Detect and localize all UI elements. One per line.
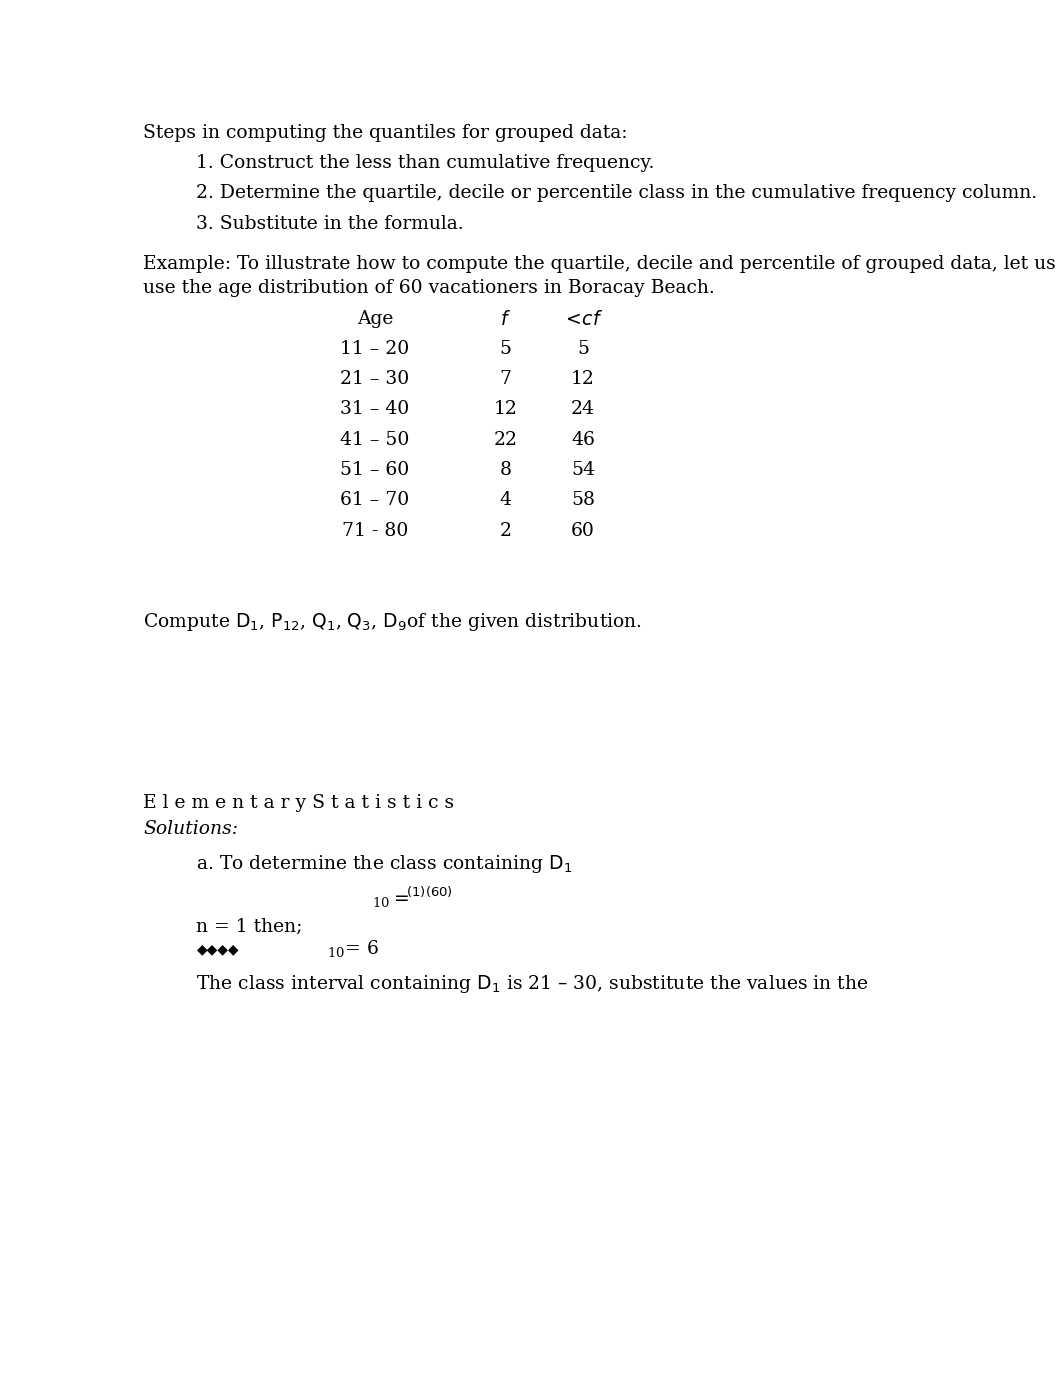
Text: 12: 12 xyxy=(494,400,517,418)
Text: 8: 8 xyxy=(499,461,512,479)
Text: 1. Construct the less than cumulative frequency.: 1. Construct the less than cumulative fr… xyxy=(196,154,655,172)
Text: 22: 22 xyxy=(494,431,517,449)
Text: ◆◆◆◆: ◆◆◆◆ xyxy=(196,943,239,956)
Text: 5: 5 xyxy=(577,340,589,358)
Text: 7: 7 xyxy=(499,370,512,388)
Text: n = 1 then;: n = 1 then; xyxy=(196,918,303,936)
Text: 2: 2 xyxy=(499,522,512,539)
Text: use the age distribution of 60 vacationers in Boracay Beach.: use the age distribution of 60 vacatione… xyxy=(143,279,715,297)
Text: Age: Age xyxy=(357,310,393,327)
Text: 21 – 30: 21 – 30 xyxy=(340,370,410,388)
Text: 51 – 60: 51 – 60 xyxy=(340,461,410,479)
Text: 11 – 20: 11 – 20 xyxy=(340,340,410,358)
Text: 58: 58 xyxy=(571,491,595,509)
Text: 46: 46 xyxy=(571,431,595,449)
Text: 2. Determine the quartile, decile or percentile class in the cumulative frequenc: 2. Determine the quartile, decile or per… xyxy=(196,184,1038,202)
Text: 3. Substitute in the formula.: 3. Substitute in the formula. xyxy=(196,215,464,233)
Text: $f$: $f$ xyxy=(500,310,511,329)
Text: 5: 5 xyxy=(499,340,512,358)
Text: 31 – 40: 31 – 40 xyxy=(340,400,410,418)
Text: a. To determine the class containing $\mathrm{D_1}$: a. To determine the class containing $\m… xyxy=(196,853,572,875)
Text: 54: 54 xyxy=(571,461,595,479)
Text: Compute $\mathrm{D_1}$, $\mathrm{P_{12}}$, $\mathrm{Q_1}$, $\mathrm{Q_3}$, $\mat: Compute $\mathrm{D_1}$, $\mathrm{P_{12}}… xyxy=(143,611,643,633)
Text: $<\!cf$: $<\!cf$ xyxy=(563,310,603,329)
Text: $\mathregular{_{10}}$$=\!\!^{(1)(60)}$: $\mathregular{_{10}}$$=\!\!^{(1)(60)}$ xyxy=(372,885,452,910)
Text: 12: 12 xyxy=(571,370,595,388)
Text: 4: 4 xyxy=(499,491,512,509)
Text: E l e m e n t a r y S t a t i s t i c s: E l e m e n t a r y S t a t i s t i c s xyxy=(143,794,455,812)
Text: 24: 24 xyxy=(571,400,595,418)
Text: Steps in computing the quantiles for grouped data:: Steps in computing the quantiles for gro… xyxy=(143,124,628,142)
Text: 60: 60 xyxy=(571,522,595,539)
Text: 41 – 50: 41 – 50 xyxy=(340,431,410,449)
Text: $\mathregular{_{10}}$= 6: $\mathregular{_{10}}$= 6 xyxy=(327,938,379,959)
Text: 71 - 80: 71 - 80 xyxy=(342,522,408,539)
Text: Example: To illustrate how to compute the quartile, decile and percentile of gro: Example: To illustrate how to compute th… xyxy=(143,255,1056,272)
Text: The class interval containing $\mathrm{D_1}$ is 21 – 30, substitute the values i: The class interval containing $\mathrm{D… xyxy=(196,973,869,995)
Text: 61 – 70: 61 – 70 xyxy=(340,491,410,509)
Text: Solutions:: Solutions: xyxy=(143,820,239,838)
